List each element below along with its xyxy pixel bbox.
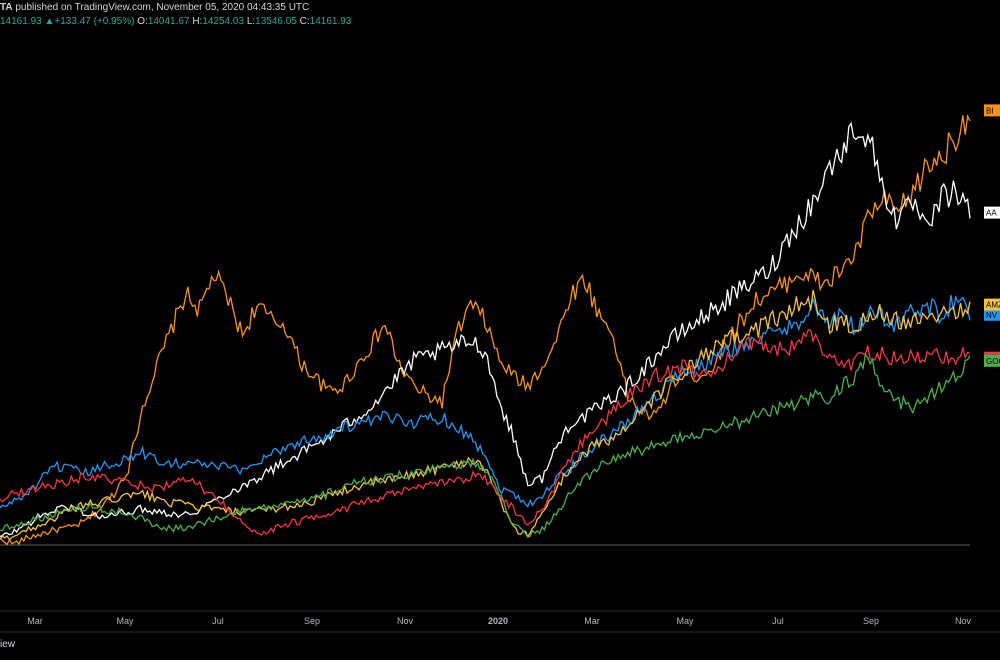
open-label: O: (137, 16, 148, 27)
publish-info: TA published on TradingView.com, Novembe… (0, 2, 309, 13)
time-axis: Mar May Jul Sep Nov 2020 Mar May Jul Sep Nov (27, 616, 971, 626)
series-tag-label: AA (986, 209, 997, 218)
time-tick-label: May (676, 616, 694, 626)
time-tick-label: Nov (397, 616, 414, 626)
time-tick-label: May (116, 616, 134, 626)
time-tick-label: Sep (863, 616, 879, 626)
low-label: L: (246, 16, 256, 27)
footer-label: iew (0, 639, 16, 650)
time-tick-label: Mar (27, 616, 43, 626)
high-value: 14254.03 (202, 16, 245, 27)
open-value: 14041.67 (147, 16, 190, 27)
series-tag-goo: GOO (984, 354, 1000, 367)
series-line-nf (0, 328, 971, 536)
price-change: +133.47 (+0.95%) (54, 16, 135, 27)
series-tag-label: GOO (986, 357, 1000, 366)
series-tag-aa: AA (984, 206, 1000, 219)
high-label: H: (192, 16, 203, 27)
close-label: C: (299, 16, 310, 27)
series-tag-bi: BI (984, 104, 1000, 117)
series-layer (0, 114, 971, 546)
time-tick-label: Sep (304, 616, 320, 626)
series-tag-label: AMZ (986, 301, 1000, 310)
publish-text: published on TradingView.com, November 0… (12, 2, 310, 13)
up-arrow-icon: ▲ (44, 16, 55, 27)
last-price: 14161.93 (0, 16, 42, 27)
close-value: 14161.93 (309, 16, 352, 27)
series-tag-label: NV (986, 311, 998, 320)
series-tag-bg (984, 206, 1000, 219)
series-line-nv (0, 294, 971, 509)
series-tag-amz: AMZ (984, 298, 1000, 311)
series-tag-bg (984, 308, 1000, 321)
series-tag-bg (984, 104, 1000, 117)
symbol-fragment: TA (0, 2, 13, 13)
low-value: 13546.05 (255, 16, 297, 27)
legend-tags: BIAANVAMZNFGOO (984, 104, 1000, 367)
time-tick-label: Jul (212, 616, 224, 626)
time-tick-label: Mar (584, 616, 600, 626)
series-line-bi (0, 114, 971, 546)
series-line-amz (0, 289, 971, 541)
time-tick-label: 2020 (488, 616, 508, 626)
series-line-aa (0, 121, 971, 538)
series-tag-bg (984, 298, 1000, 311)
series-tag-label: BI (986, 106, 994, 115)
series-tag-bg (984, 354, 1000, 367)
time-tick-label: Jul (772, 616, 784, 626)
time-tick-label: Nov (955, 616, 972, 626)
series-line-goo (0, 353, 971, 538)
ohlc-line: 14161.93 ▲+133.47 (+0.95%) O:14041.67 H:… (0, 16, 351, 27)
series-tag-nv: NV (984, 308, 1000, 321)
